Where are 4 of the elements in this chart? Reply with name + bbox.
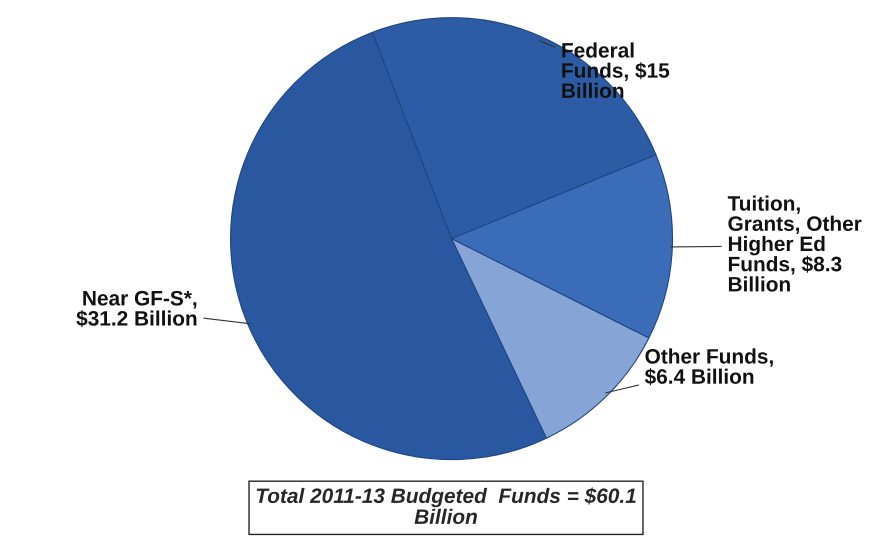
text: Total 2011-13 Budgeted Funds = $60.1 Billion bbox=[256, 487, 636, 524]
slice-label: Near GF-S*, $31.2 Billion bbox=[76, 290, 196, 328]
slice-label: Tuition, Grants, Other Higher Ed Funds, $8.3 Billion bbox=[728, 196, 862, 292]
slice-label: Other Funds, $6.4 Billion bbox=[644, 348, 773, 386]
